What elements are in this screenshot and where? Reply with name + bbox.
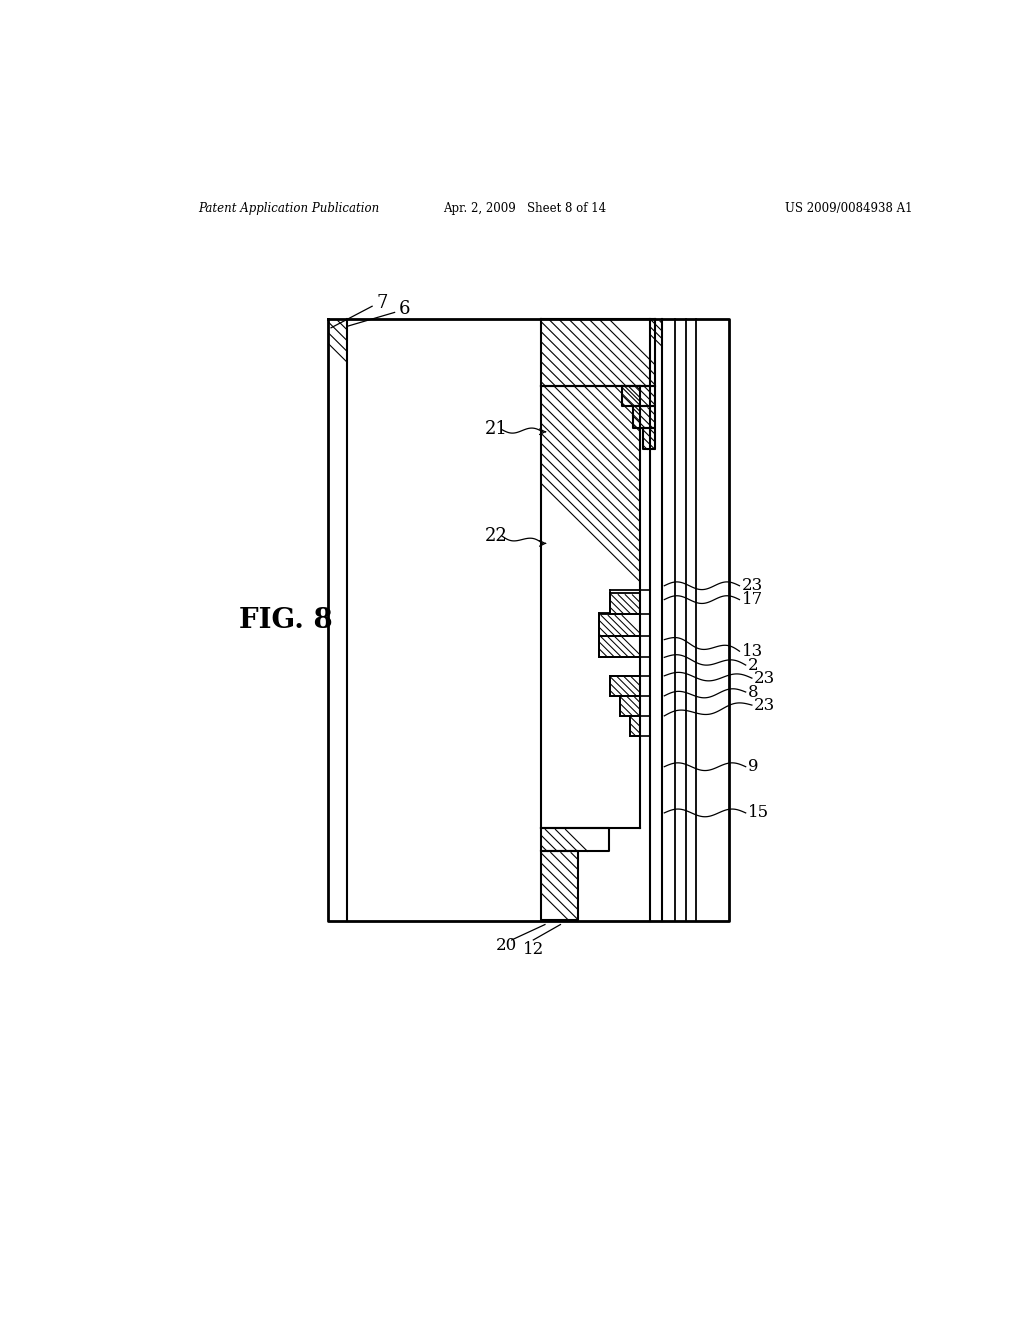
Text: 15: 15 xyxy=(748,804,769,821)
Text: FIG. 8: FIG. 8 xyxy=(239,607,333,634)
Text: 23: 23 xyxy=(741,577,763,594)
Text: 12: 12 xyxy=(522,941,544,958)
Text: 23: 23 xyxy=(755,697,775,714)
Text: 7: 7 xyxy=(376,294,387,312)
Text: 2: 2 xyxy=(748,656,759,673)
Text: 22: 22 xyxy=(484,527,507,545)
Text: 23: 23 xyxy=(755,669,775,686)
Text: US 2009/0084938 A1: US 2009/0084938 A1 xyxy=(785,202,912,215)
Text: Patent Application Publication: Patent Application Publication xyxy=(198,202,379,215)
Text: 9: 9 xyxy=(748,758,759,775)
Text: 8: 8 xyxy=(748,684,759,701)
Text: 6: 6 xyxy=(399,301,411,318)
Text: 20: 20 xyxy=(496,937,517,954)
Text: 13: 13 xyxy=(741,643,763,660)
Text: 21: 21 xyxy=(484,421,507,438)
Text: Apr. 2, 2009   Sheet 8 of 14: Apr. 2, 2009 Sheet 8 of 14 xyxy=(443,202,606,215)
Text: 17: 17 xyxy=(741,591,763,609)
